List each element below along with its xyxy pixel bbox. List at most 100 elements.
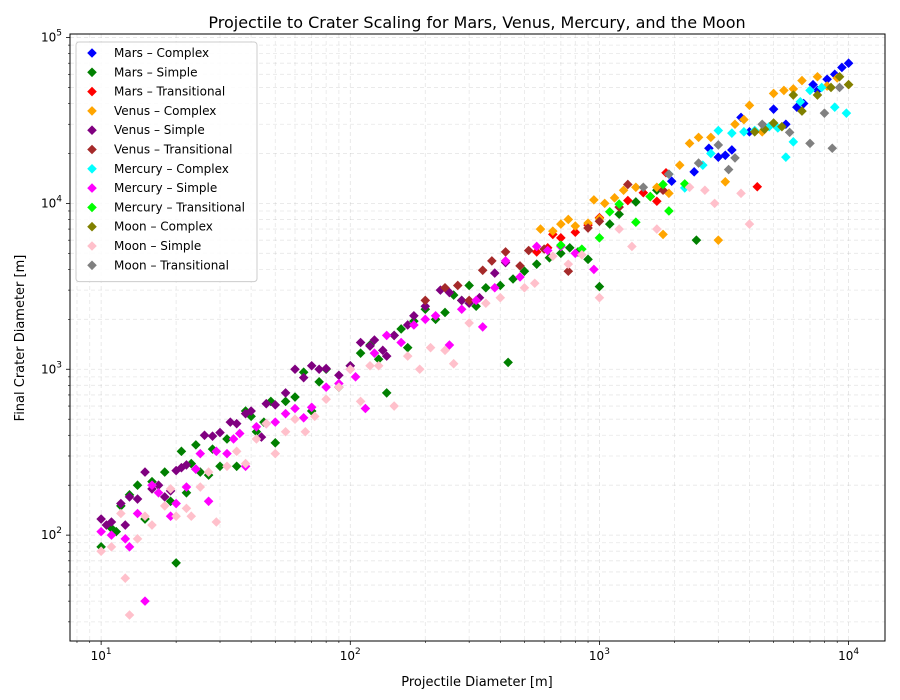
data-point bbox=[834, 71, 845, 82]
data-point bbox=[420, 295, 431, 306]
legend-label: Mercury – Simple bbox=[114, 181, 217, 195]
data-point bbox=[228, 434, 239, 444]
data-point bbox=[176, 446, 187, 457]
data-point bbox=[614, 209, 624, 220]
data-point bbox=[270, 400, 281, 410]
data-point bbox=[280, 388, 291, 398]
data-point bbox=[563, 214, 574, 225]
data-point bbox=[788, 90, 799, 100]
data-point bbox=[124, 610, 135, 620]
data-point bbox=[727, 145, 737, 155]
data-point bbox=[570, 227, 581, 238]
data-point bbox=[314, 364, 324, 375]
legend-label: Moon – Simple bbox=[114, 239, 201, 253]
data-point bbox=[140, 467, 150, 477]
data-point bbox=[381, 351, 392, 361]
data-point bbox=[556, 248, 566, 259]
data-point bbox=[171, 498, 181, 509]
data-point bbox=[759, 124, 770, 135]
data-point bbox=[334, 382, 344, 392]
legend-marker bbox=[87, 144, 97, 155]
data-point bbox=[280, 408, 291, 419]
data-point bbox=[638, 182, 649, 193]
data-point bbox=[425, 342, 436, 353]
data-point bbox=[730, 119, 740, 130]
data-point bbox=[191, 440, 201, 450]
data-point bbox=[165, 484, 176, 494]
data-point bbox=[539, 244, 549, 254]
data-point bbox=[369, 335, 380, 345]
data-point bbox=[181, 487, 192, 498]
data-point bbox=[797, 75, 807, 86]
data-point bbox=[355, 396, 366, 407]
data-point bbox=[251, 434, 262, 444]
data-point bbox=[306, 360, 317, 371]
data-point bbox=[440, 345, 450, 356]
legend-label: Venus – Transitional bbox=[114, 143, 232, 157]
data-point bbox=[215, 461, 225, 472]
data-point bbox=[713, 152, 724, 162]
data-point bbox=[563, 266, 574, 277]
data-point bbox=[477, 322, 488, 332]
data-point bbox=[843, 58, 854, 69]
data-point bbox=[768, 104, 779, 114]
data-point bbox=[736, 188, 746, 199]
data-point bbox=[270, 417, 281, 427]
data-point bbox=[744, 100, 755, 111]
data-point bbox=[222, 434, 232, 444]
data-point bbox=[430, 311, 441, 321]
data-point bbox=[147, 480, 157, 490]
data-point bbox=[773, 123, 783, 133]
data-point bbox=[594, 216, 605, 227]
data-point bbox=[456, 304, 467, 315]
data-point bbox=[631, 217, 641, 228]
data-point bbox=[300, 426, 311, 437]
data-point bbox=[240, 458, 251, 469]
data-point bbox=[589, 264, 599, 275]
data-point bbox=[556, 233, 566, 243]
data-point bbox=[664, 206, 674, 216]
data-point bbox=[631, 182, 641, 193]
data-point bbox=[181, 503, 192, 514]
data-point bbox=[720, 176, 731, 187]
data-point bbox=[618, 185, 629, 196]
data-point bbox=[797, 106, 807, 116]
data-point bbox=[409, 311, 419, 321]
data-point bbox=[186, 511, 197, 522]
data-point bbox=[280, 426, 291, 437]
legend-marker bbox=[87, 125, 97, 135]
data-point bbox=[604, 206, 615, 217]
plot-frame bbox=[69, 33, 886, 642]
data-point bbox=[448, 358, 459, 369]
data-point bbox=[231, 446, 242, 457]
legend-marker bbox=[87, 260, 97, 271]
data-point bbox=[106, 542, 117, 552]
data-point bbox=[816, 82, 827, 93]
legend-label: Mars – Transitional bbox=[114, 85, 225, 99]
data-point bbox=[834, 82, 845, 93]
data-point bbox=[500, 247, 511, 257]
data-point bbox=[306, 402, 317, 413]
data-point bbox=[280, 396, 291, 407]
data-point bbox=[523, 245, 534, 256]
data-point bbox=[489, 282, 500, 293]
y-tick-label: 102 bbox=[41, 526, 62, 542]
data-point bbox=[781, 152, 791, 162]
data-point bbox=[270, 448, 281, 459]
data-point bbox=[583, 254, 593, 265]
legend-label: Mars – Simple bbox=[114, 65, 198, 79]
data-point bbox=[706, 132, 716, 143]
data-point bbox=[231, 418, 242, 429]
data-point bbox=[531, 241, 542, 252]
data-point bbox=[768, 118, 779, 128]
data-point bbox=[290, 392, 300, 402]
data-point bbox=[777, 121, 787, 132]
data-point bbox=[298, 367, 309, 377]
legend-label: Venus – Complex bbox=[114, 104, 216, 118]
data-point bbox=[594, 292, 605, 303]
data-point bbox=[355, 348, 366, 358]
data-point bbox=[171, 558, 181, 568]
data-point bbox=[471, 295, 481, 306]
data-point bbox=[270, 438, 281, 448]
data-point bbox=[132, 480, 143, 490]
